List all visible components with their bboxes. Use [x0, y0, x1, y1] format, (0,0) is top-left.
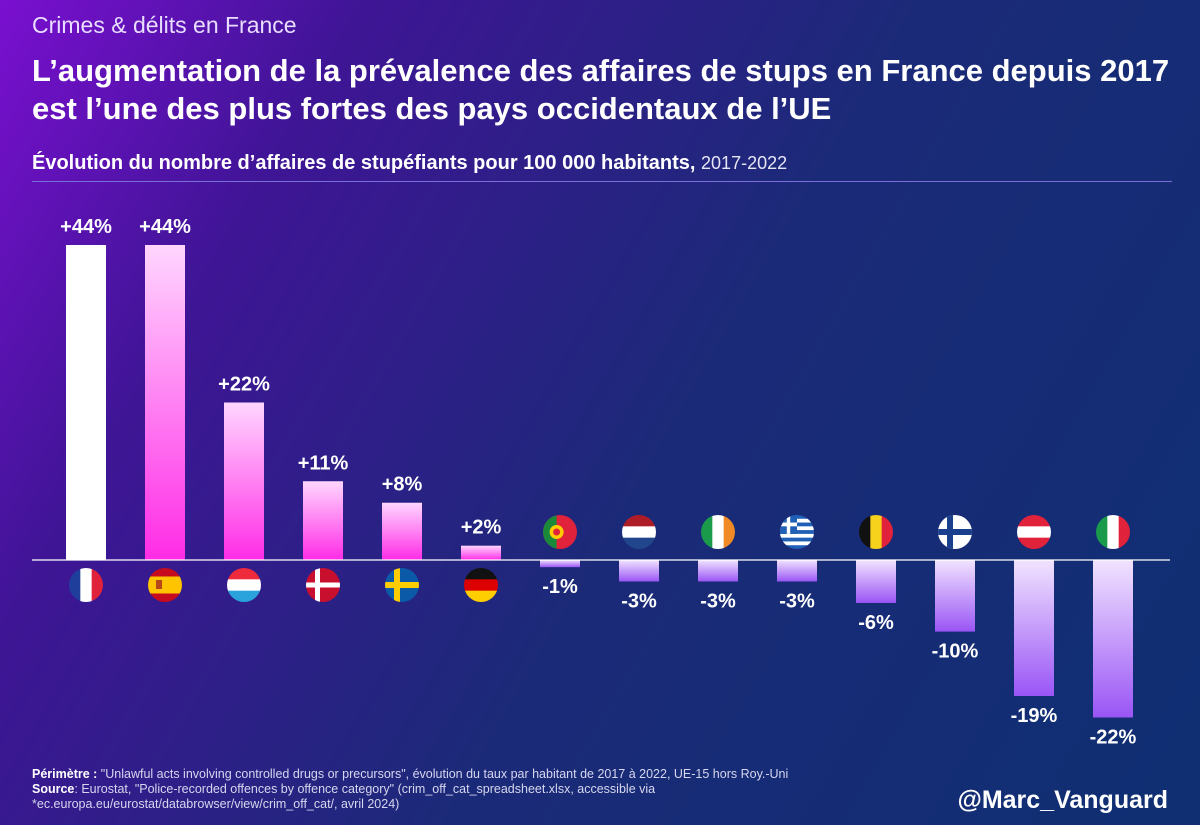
chart-subtitle: Évolution du nombre d’affaires de stupéf…	[32, 152, 787, 175]
perimeter-text: "Unlawful acts involving controlled drug…	[100, 767, 789, 781]
data-label: +44%	[60, 216, 112, 238]
flag-france-icon	[69, 568, 103, 602]
data-label: -3%	[779, 590, 815, 612]
page-title: L’augmentation de la prévalence des affa…	[32, 53, 1170, 126]
flag-belgium-icon	[859, 515, 893, 549]
bar-finlande	[935, 560, 975, 632]
bar-luxembourg	[224, 402, 264, 560]
bar-autriche	[1014, 560, 1054, 697]
bar-suède	[382, 502, 422, 560]
bar-belgique	[856, 560, 896, 603]
bar-espagne	[145, 245, 185, 560]
data-label: -10%	[932, 641, 979, 663]
flag-portugal-icon	[543, 515, 577, 549]
subtitle-years: 2017-2022	[701, 153, 788, 173]
flag-ireland-icon	[701, 515, 735, 549]
flag-greece-icon	[780, 515, 814, 549]
footer-notes: Périmètre : "Unlawful acts involving con…	[32, 767, 912, 812]
source-note: Source: Eurostat, "Police-recorded offen…	[32, 782, 912, 812]
kicker: Crimes & délits en France	[32, 12, 297, 38]
bar-danemark	[303, 481, 343, 560]
author-handle: @Marc_Vanguard	[957, 786, 1168, 814]
bar-allemagne	[461, 545, 501, 560]
bar-irlande	[698, 560, 738, 582]
data-label: +2%	[461, 517, 502, 539]
bar-grèce	[777, 560, 817, 582]
bar-portugal	[540, 560, 580, 568]
bar-pays-bas	[619, 560, 659, 582]
data-label: +11%	[298, 452, 349, 474]
flag-denmark-icon	[306, 568, 340, 602]
data-label: -1%	[542, 576, 578, 598]
perimeter-note: Périmètre : "Unlawful acts involving con…	[32, 767, 912, 782]
source-label: Source	[32, 782, 75, 796]
flag-austria-icon	[1017, 515, 1051, 549]
perimeter-label: Périmètre :	[32, 767, 98, 781]
source-text: : Eurostat, "Police-recorded offences by…	[32, 782, 656, 811]
bar-chart: +44% +44% +22% +11% +8% +2% -1% -3% -3% -3% -6% -10…	[32, 216, 1170, 749]
subtitle-main: Évolution du nombre d’affaires de stupéf…	[32, 152, 696, 174]
data-label: +8%	[382, 474, 423, 496]
bar-italie	[1093, 560, 1133, 718]
flag-italy-icon	[1096, 515, 1130, 549]
subtitle-divider	[32, 181, 1172, 182]
data-label: +44%	[139, 216, 191, 238]
data-label: -3%	[700, 590, 736, 612]
flag-germany-icon	[464, 568, 498, 602]
flag-finland-icon	[938, 515, 972, 549]
data-label: -19%	[1011, 705, 1058, 727]
data-label: -22%	[1090, 727, 1137, 749]
flag-luxembourg-icon	[227, 568, 261, 602]
data-label: -3%	[621, 590, 657, 612]
flag-netherlands-icon	[622, 515, 656, 549]
data-label: -6%	[858, 612, 894, 634]
data-label: +22%	[218, 374, 270, 396]
flag-spain-icon	[148, 568, 182, 602]
bar-france	[66, 245, 106, 560]
flag-sweden-icon	[385, 568, 419, 602]
